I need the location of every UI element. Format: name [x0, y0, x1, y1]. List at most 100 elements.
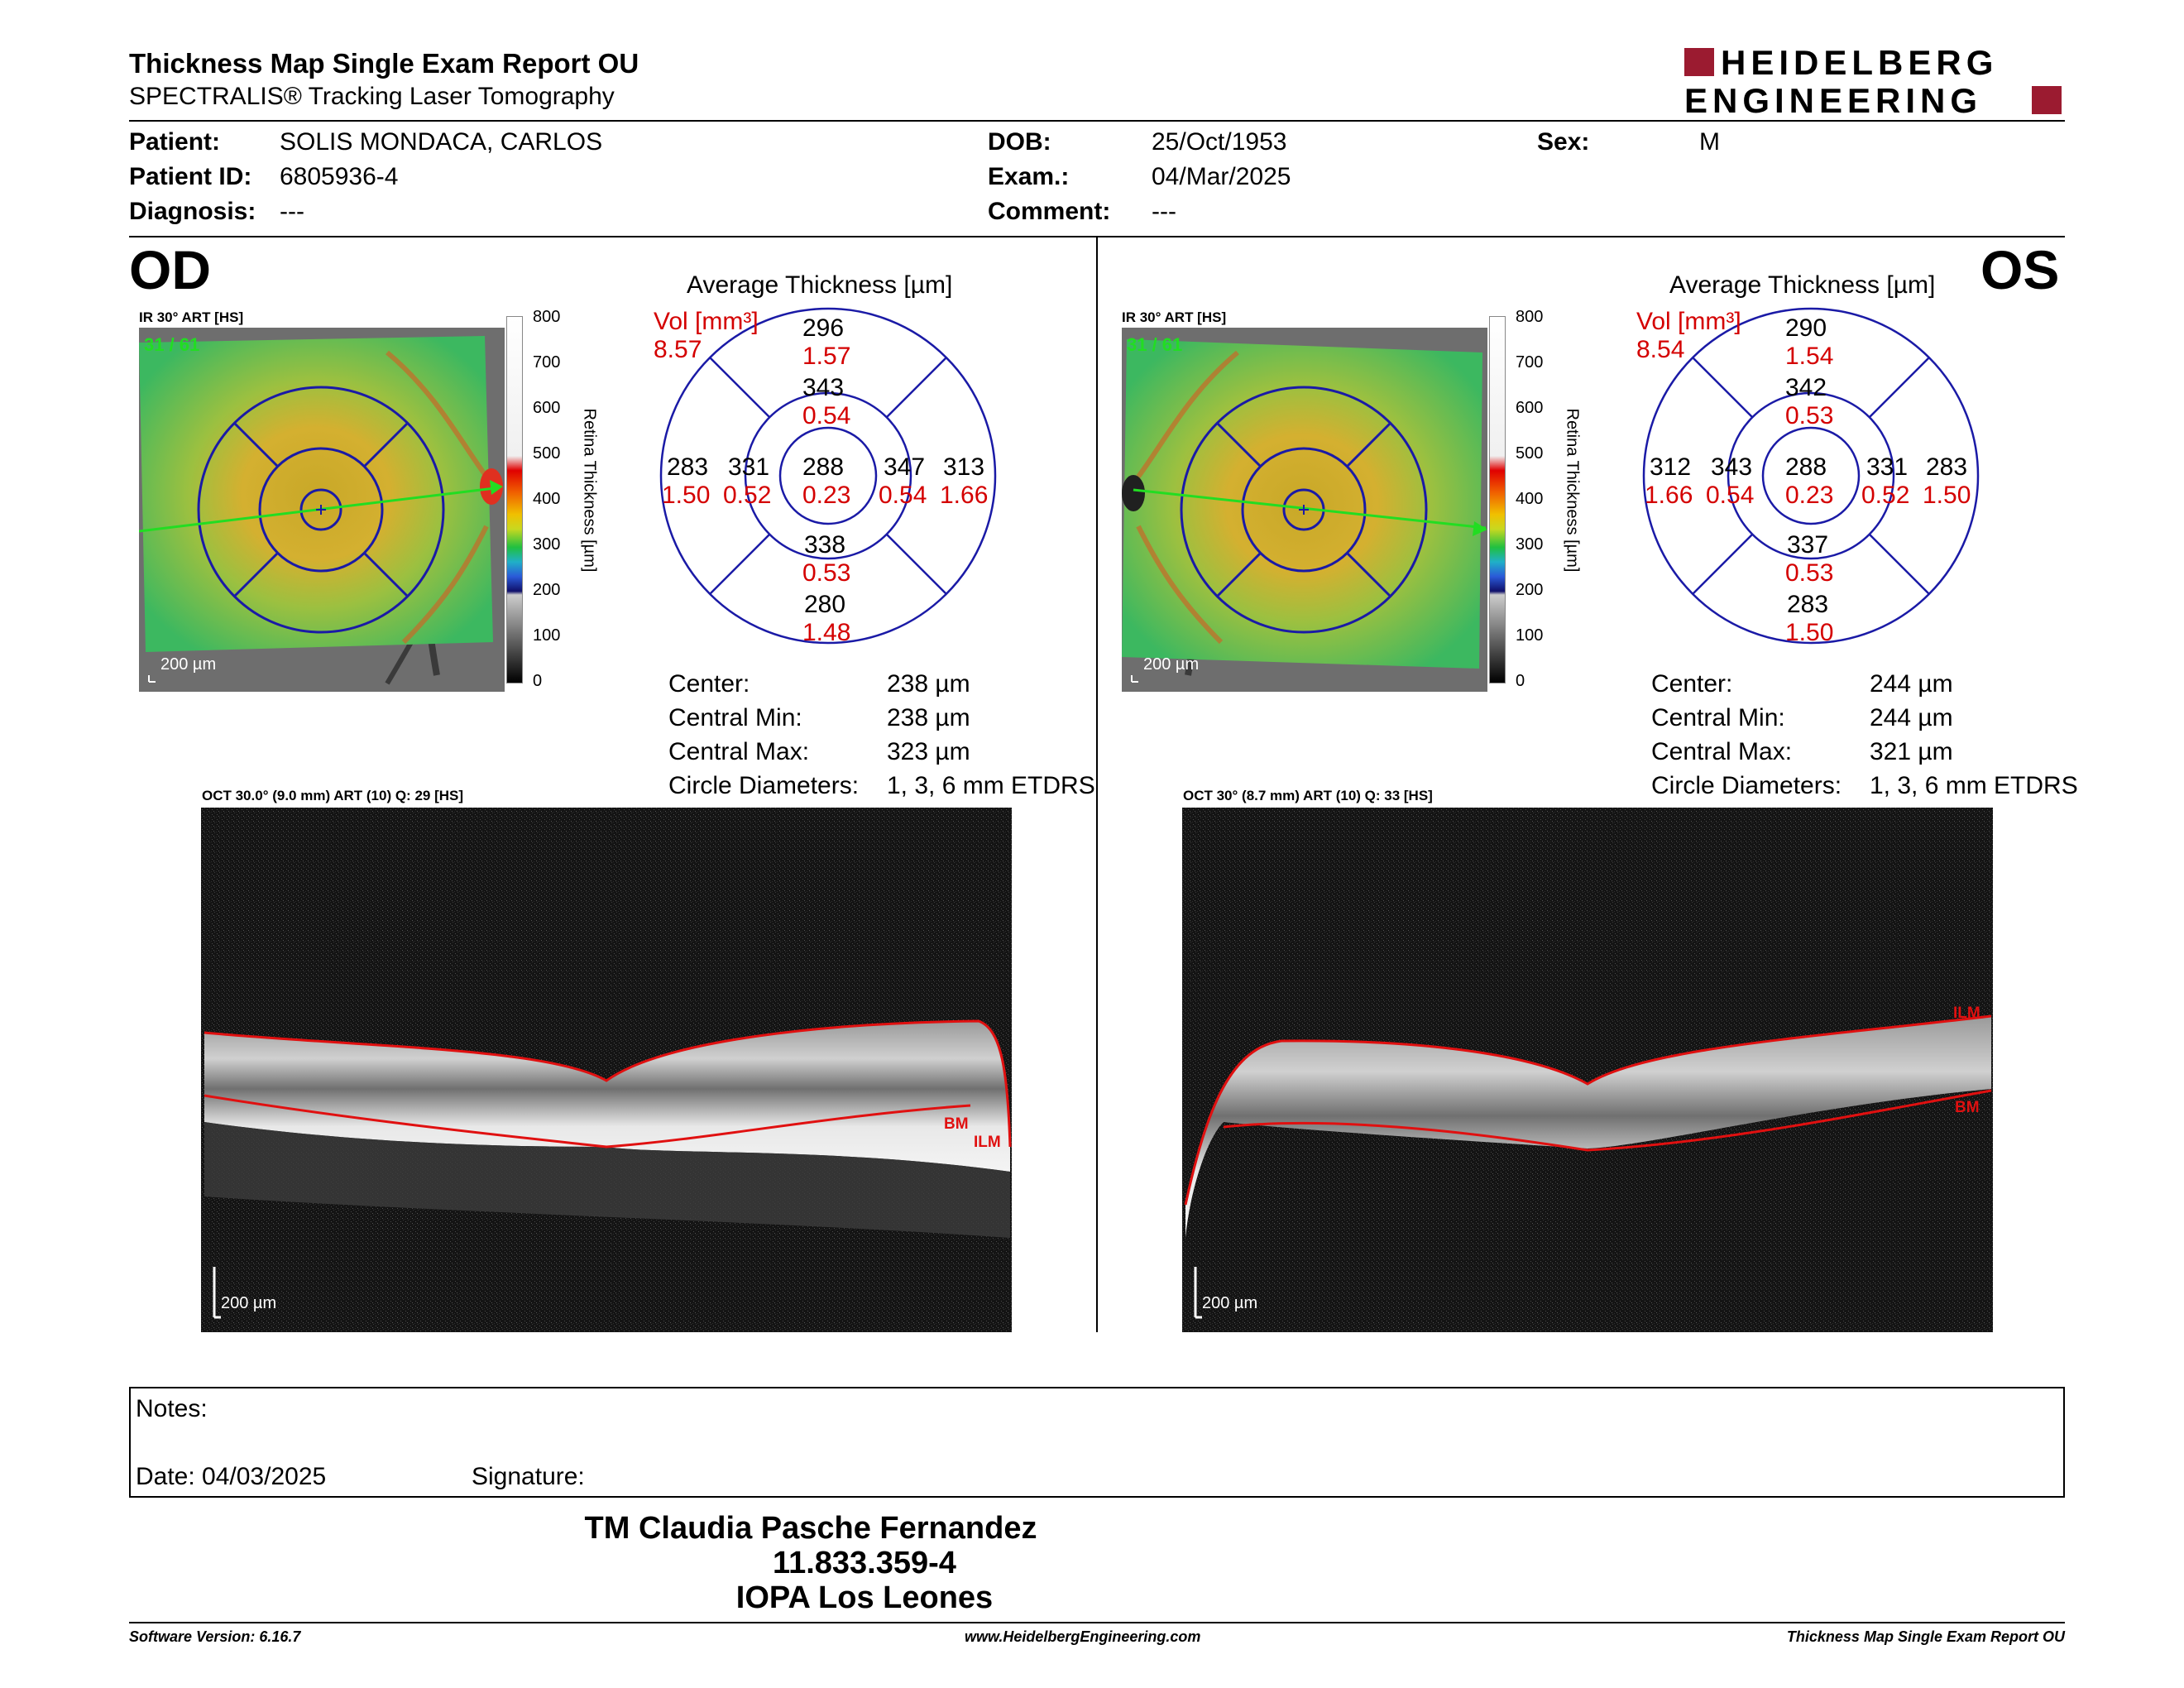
- os-left-outer: 312: [1650, 453, 1692, 481]
- heidelberg-logo: HEIDELBERG ENGINEERING: [1684, 43, 2065, 120]
- report-subtitle: SPECTRALIS® Tracking Laser Tomography: [129, 83, 615, 110]
- od-avg-thickness-title: Average Thickness [µm]: [687, 271, 953, 299]
- os-max-label: Central Max:: [1651, 738, 1793, 765]
- od-inf-outer-vol: 1.48: [802, 619, 851, 646]
- od-ir-title: IR 30° ART [HS]: [139, 309, 244, 325]
- os-tick: 300: [1516, 535, 1544, 554]
- od-vol-value: 8.57: [654, 336, 702, 363]
- signer-name: TM Claudia Pasche Fernandez: [584, 1511, 1037, 1546]
- os-oct-title: OCT 30° (8.7 mm) ART (10) Q: 33 [HS]: [1183, 788, 1433, 803]
- patient-id-label: Patient ID:: [129, 163, 252, 190]
- os-vol-value: 8.54: [1636, 336, 1685, 363]
- footer-software: Software Version: 6.16.7: [129, 1628, 301, 1645]
- signer-id: 11.833.359-4: [773, 1546, 956, 1580]
- os-colorbar-ticks: 800 700 600 500 400 300 200 100 0: [1506, 308, 1547, 690]
- os-tick: 200: [1516, 581, 1544, 599]
- os-min-value: 244 µm: [1870, 704, 1953, 731]
- footer-website[interactable]: www.HeidelbergEngineering.com: [965, 1628, 1201, 1645]
- os-diam-value: 1, 3, 6 mm ETDRS: [1870, 772, 2078, 799]
- od-oct-bscan: BM ILM 200 µm: [201, 808, 1012, 1332]
- os-sup-outer-vol: 1.54: [1785, 343, 1834, 370]
- os-sup-inner-vol: 0.53: [1785, 402, 1834, 429]
- notes-signature: Signature:: [472, 1463, 585, 1490]
- os-tick: 600: [1516, 399, 1544, 417]
- os-oct-bscan: ILM BM 200 µm: [1182, 808, 1993, 1332]
- od-diam-label: Circle Diameters:: [668, 772, 860, 799]
- od-inf-outer: 280: [804, 591, 846, 618]
- od-diam-value: 1, 3, 6 mm ETDRS: [887, 772, 1095, 799]
- od-eye-label: OD: [129, 239, 211, 300]
- os-left-outer-vol: 1.66: [1645, 482, 1693, 509]
- od-inf-inner-vol: 0.53: [802, 559, 851, 587]
- os-inf-inner-vol: 0.53: [1785, 559, 1834, 587]
- sex-value: M: [1699, 128, 1720, 156]
- od-inf-inner: 338: [804, 531, 846, 559]
- os-etdrs-grid: [1641, 306, 1980, 645]
- od-tick: 600: [533, 399, 561, 417]
- os-ilm-label: ILM: [1953, 1005, 1980, 1022]
- diagnosis-value: ---: [280, 198, 304, 225]
- od-colorbar: [506, 316, 523, 683]
- comment-label: Comment:: [988, 198, 1111, 225]
- exam-value: 04/Mar/2025: [1152, 163, 1291, 190]
- os-tick: 500: [1516, 444, 1544, 463]
- notes-box: Notes: Date: 04/03/2025 Signature:: [129, 1387, 2065, 1498]
- os-max-value: 321 µm: [1870, 738, 1953, 765]
- os-right-outer-vol: 1.50: [1923, 482, 1971, 509]
- os-ir-scale: 200 µm: [1143, 655, 1200, 674]
- od-center-value: 238 µm: [887, 670, 970, 698]
- eye-divider: [1096, 237, 1098, 1332]
- os-tick: 100: [1516, 626, 1544, 645]
- os-tick: 400: [1516, 490, 1544, 508]
- os-sup-outer: 290: [1785, 314, 1827, 342]
- od-oct-scale: 200 µm: [221, 1294, 277, 1312]
- os-inf-outer-vol: 1.50: [1785, 619, 1834, 646]
- os-tick: 800: [1516, 308, 1544, 326]
- od-sup-inner: 343: [802, 374, 845, 401]
- od-oct-title: OCT 30.0° (9.0 mm) ART (10) Q: 29 [HS]: [202, 788, 464, 803]
- od-left-outer-vol: 1.50: [662, 482, 711, 509]
- od-left-inner-vol: 0.52: [723, 482, 772, 509]
- os-min-label: Central Min:: [1651, 704, 1785, 731]
- os-inf-outer: 283: [1787, 591, 1829, 618]
- od-right-inner-vol: 0.54: [879, 482, 927, 509]
- od-center-label: Center:: [668, 670, 750, 698]
- notes-label: Notes:: [136, 1395, 208, 1422]
- od-max-label: Central Max:: [668, 738, 810, 765]
- od-sup-outer-vol: 1.57: [802, 343, 851, 370]
- comment-value: ---: [1152, 198, 1176, 225]
- diagnosis-label: Diagnosis:: [129, 198, 256, 225]
- od-sup-outer: 296: [802, 314, 845, 342]
- od-center: 288: [802, 453, 845, 481]
- od-tick: 300: [533, 535, 561, 554]
- os-vol-label: Vol [mm³]: [1636, 308, 1741, 335]
- os-colorbar: [1489, 316, 1506, 683]
- dob-label: DOB:: [988, 128, 1051, 156]
- od-sup-inner-vol: 0.54: [802, 402, 851, 429]
- od-min-value: 238 µm: [887, 704, 970, 731]
- patient-id: 6805936-4: [280, 163, 399, 190]
- od-ir-scale: 200 µm: [160, 655, 217, 674]
- os-right-inner: 331: [1866, 453, 1909, 481]
- os-avg-thickness-title: Average Thickness [µm]: [1669, 271, 1936, 299]
- patient-name: SOLIS MONDACA, CARLOS: [280, 128, 603, 156]
- od-tick: 800: [533, 308, 561, 326]
- od-fundus-thickness-map: 31 / 61 200 µm: [138, 328, 505, 692]
- logo-line2: ENGINEERING: [1684, 81, 1982, 119]
- os-inf-inner: 337: [1787, 531, 1829, 559]
- os-tick: 0: [1516, 672, 1525, 690]
- od-tick: 100: [533, 626, 561, 645]
- report-title: Thickness Map Single Exam Report OU: [129, 48, 639, 79]
- sex-label: Sex:: [1537, 128, 1590, 156]
- od-tick: 400: [533, 490, 561, 508]
- od-ilm-label: ILM: [974, 1134, 1001, 1151]
- od-left-inner: 331: [728, 453, 770, 481]
- os-diam-label: Circle Diameters:: [1651, 772, 1842, 799]
- od-colorbar-ticks: 800 700 600 500 400 300 200 100 0: [523, 308, 564, 690]
- od-center-vol: 0.23: [802, 482, 851, 509]
- od-tick: 500: [533, 444, 561, 463]
- os-center: 288: [1785, 453, 1827, 481]
- dob-value: 25/Oct/1953: [1152, 128, 1287, 156]
- os-right-outer: 283: [1926, 453, 1968, 481]
- os-left-inner: 343: [1711, 453, 1753, 481]
